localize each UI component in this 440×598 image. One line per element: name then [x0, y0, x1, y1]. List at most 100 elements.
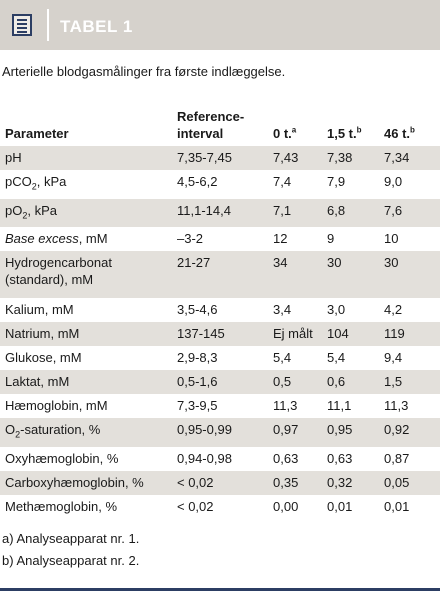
value-cell-1-5t: 30 [327, 255, 342, 271]
value-cell-1-5t: 0,32 [327, 474, 353, 490]
param-cell: Glukose, mM [5, 350, 82, 366]
param-cell: pCO2, kPa [5, 174, 67, 192]
reference-cell: –3-2 [177, 231, 204, 247]
table-row-glukose: Glukose, mM 2,9-8,3 5,4 5,4 9,4 [0, 346, 440, 370]
table-row-o2-saturation: O2-saturation, % 0,95-0,99 0,97 0,95 0,9… [0, 418, 440, 447]
value-cell-1-5t: 7,38 [327, 150, 353, 165]
reference-cell: 4,5-6,2 [177, 174, 218, 189]
value-cell-46t: 0,92 [384, 422, 410, 438]
value-cell-0t: 0,63 [273, 450, 299, 466]
header-row: Parameter Reference- interval 0 t.a 1,5 … [0, 107, 440, 146]
value-cell-1-5t: 0,6 [327, 374, 346, 390]
param-cell: Oxyhæmoglobin, % [5, 450, 119, 466]
value-cell-0t: 0,00 [273, 498, 299, 514]
column-header-0t: 0 t.a [273, 125, 297, 141]
reference-cell: 7,35-7,45 [177, 150, 232, 165]
column-header-parameter: Parameter [5, 126, 69, 141]
reference-cell: < 0,02 [177, 498, 214, 514]
blood-gas-table: Parameter Reference- interval 0 t.a 1,5 … [0, 107, 440, 519]
bottom-rule [0, 588, 440, 591]
value-cell-46t: 11,3 [384, 398, 409, 414]
value-cell-0t: 0,35 [273, 474, 299, 490]
value-cell-46t: 7,34 [384, 150, 410, 165]
reference-cell: 3,5-4,6 [177, 302, 218, 318]
value-cell-1-5t: 0,63 [327, 450, 353, 466]
param-cell: Kalium, mM [5, 302, 74, 318]
value-cell-1-5t: 5,4 [327, 350, 346, 366]
value-cell-1-5t: 0,95 [327, 422, 353, 438]
param-cell: Laktat, mM [5, 374, 70, 390]
param-cell: O2-saturation, % [5, 422, 101, 440]
param-cell: Methæmoglobin, % [5, 498, 117, 514]
reference-cell: 0,94-0,98 [177, 450, 232, 466]
reference-cell: 0,95-0,99 [177, 422, 232, 438]
reference-cell: < 0,02 [177, 474, 214, 490]
value-cell-0t: 3,4 [273, 302, 292, 318]
value-cell-1-5t: 0,01 [327, 498, 353, 514]
reference-cell: 0,5-1,6 [177, 374, 218, 390]
param-cell: Hæmoglobin, mM [5, 398, 108, 414]
document-list-icon [12, 14, 32, 36]
table-row-hydrogencarbonat: Hydrogencarbonat (standard), mM 21-27 34 … [0, 251, 440, 299]
param-cell: pO2, kPa [5, 202, 57, 221]
value-cell-46t: 1,5 [384, 374, 403, 390]
table-row-po2: pO2, kPa 11,1-14,4 7,1 6,8 7,6 [0, 198, 440, 228]
column-header-46t: 46 t.b [384, 125, 415, 141]
table-row-carboxyhaemoglobin: Carboxyhæmoglobin, % < 0,02 0,35 0,32 0,… [0, 470, 440, 495]
value-cell-0t: 7,4 [273, 174, 292, 189]
value-cell-46t: 4,2 [384, 302, 403, 318]
footnote-a: a) Analyseapparat nr. 1. [2, 531, 140, 546]
param-cell: pH [5, 150, 22, 165]
table-row-oxyhaemoglobin: Oxyhæmoglobin, % 0,94-0,98 0,63 0,63 0,8… [0, 447, 440, 471]
table-row-natrium: Natrium, mM 137-145 Ej målt 104 119 [0, 322, 440, 347]
value-cell-0t: 5,4 [273, 350, 292, 366]
value-cell-0t: 11,3 [273, 398, 298, 414]
footnotes: a) Analyseapparat nr. 1. b) Analyseappar… [2, 528, 139, 572]
param-cell: Hydrogencarbonat (standard), mM [5, 255, 112, 288]
value-cell-0t: 0,97 [273, 422, 299, 438]
value-cell-1-5t: 104 [327, 326, 349, 342]
value-cell-1-5t: 3,0 [327, 302, 346, 318]
reference-cell: 11,1-14,4 [177, 202, 231, 218]
reference-cell: 2,9-8,3 [177, 350, 218, 366]
param-cell: Carboxyhæmoglobin, % [5, 474, 144, 490]
column-header-1-5t: 1,5 t.b [327, 125, 362, 141]
value-cell-46t: 10 [384, 231, 399, 247]
column-header-reference: Reference- interval [177, 109, 245, 141]
value-cell-46t: 9,4 [384, 350, 403, 366]
table-row-kalium: Kalium, mM 3,5-4,6 3,4 3,0 4,2 [0, 298, 440, 322]
header-divider [47, 9, 49, 41]
value-cell-0t: 7,1 [273, 202, 292, 218]
value-cell-46t: 9,0 [384, 174, 403, 189]
value-cell-0t: 34 [273, 255, 288, 271]
value-cell-0t: 0,5 [273, 374, 292, 390]
reference-cell: 137-145 [177, 326, 225, 342]
table-label: TABEL 1 [60, 17, 133, 36]
value-cell-46t: 0,87 [384, 450, 410, 466]
table-row-methaemoglobin: Methæmoglobin, % < 0,02 0,00 0,01 0,01 [0, 495, 440, 519]
table-row-pco2: pCO2, kPa 4,5-6,2 7,4 7,9 9,0 [0, 170, 440, 199]
value-cell-46t: 119 [384, 326, 405, 342]
table-row-laktat: Laktat, mM 0,5-1,6 0,5 0,6 1,5 [0, 370, 440, 395]
footnote-b: b) Analyseapparat nr. 2. [2, 553, 140, 568]
value-cell-1-5t: 6,8 [327, 202, 346, 218]
value-cell-1-5t: 9 [327, 231, 335, 247]
value-cell-46t: 0,05 [384, 474, 410, 490]
param-cell: Base excess, mM [5, 231, 108, 247]
table-row-ph: pH 7,35-7,45 7,43 7,38 7,34 [0, 146, 440, 170]
table-row-base-excess: Base excess, mM –3-2 12 9 10 [0, 227, 440, 251]
param-cell: Natrium, mM [5, 326, 80, 342]
reference-cell: 7,3-9,5 [177, 398, 218, 414]
value-cell-0t: Ej målt [273, 326, 313, 342]
table-header-bar: TABEL 1 [0, 0, 440, 50]
value-cell-0t: 7,43 [273, 150, 299, 165]
table-caption: Arterielle blodgasmålinger fra første in… [2, 64, 286, 79]
value-cell-1-5t: 11,1 [327, 398, 352, 414]
reference-cell: 21-27 [177, 255, 211, 271]
value-cell-1-5t: 7,9 [327, 174, 346, 189]
value-cell-46t: 0,01 [384, 498, 410, 514]
value-cell-46t: 30 [384, 255, 399, 271]
table-row-haemoglobin: Hæmoglobin, mM 7,3-9,5 11,3 11,1 11,3 [0, 394, 440, 418]
value-cell-0t: 12 [273, 231, 288, 247]
value-cell-46t: 7,6 [384, 202, 403, 218]
